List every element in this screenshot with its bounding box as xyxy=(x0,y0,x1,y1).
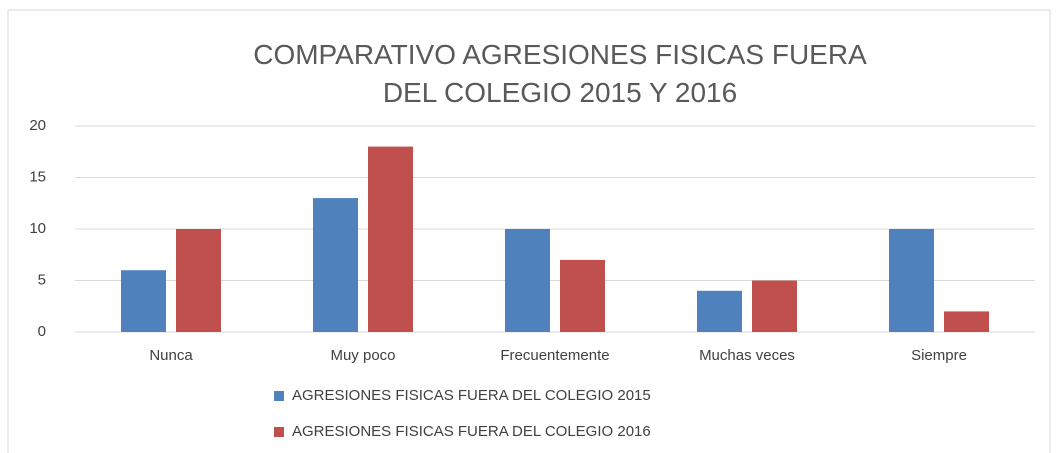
chart-title: COMPARATIVO AGRESIONES FISICAS FUERA DEL… xyxy=(253,39,867,108)
x-tick-label: Frecuentemente xyxy=(500,347,609,364)
bar xyxy=(752,280,797,332)
x-tick-label: Muy poco xyxy=(330,347,395,364)
bar xyxy=(313,198,358,332)
legend-label: AGRESIONES FISICAS FUERA DEL COLEGIO 201… xyxy=(292,387,651,404)
x-tick-label: Siempre xyxy=(911,347,967,364)
bar xyxy=(176,229,221,332)
y-tick-label: 20 xyxy=(29,117,46,134)
y-tick-label: 5 xyxy=(38,271,46,288)
chart-frame xyxy=(7,9,1051,453)
x-tick-label: Muchas veces xyxy=(699,347,795,364)
bar xyxy=(121,270,166,332)
legend-marker xyxy=(274,427,284,437)
bar xyxy=(505,229,550,332)
y-tick-label: 0 xyxy=(38,323,46,340)
bar xyxy=(368,146,413,332)
y-tick-label: 10 xyxy=(29,220,46,237)
bar xyxy=(697,290,742,332)
bar xyxy=(560,259,605,332)
y-tick-label: 15 xyxy=(29,168,46,185)
legend-label: AGRESIONES FISICAS FUERA DEL COLEGIO 201… xyxy=(292,423,651,440)
bar xyxy=(889,229,934,332)
bar xyxy=(944,311,989,332)
x-tick-label: Nunca xyxy=(149,347,193,364)
legend-marker xyxy=(274,391,284,401)
